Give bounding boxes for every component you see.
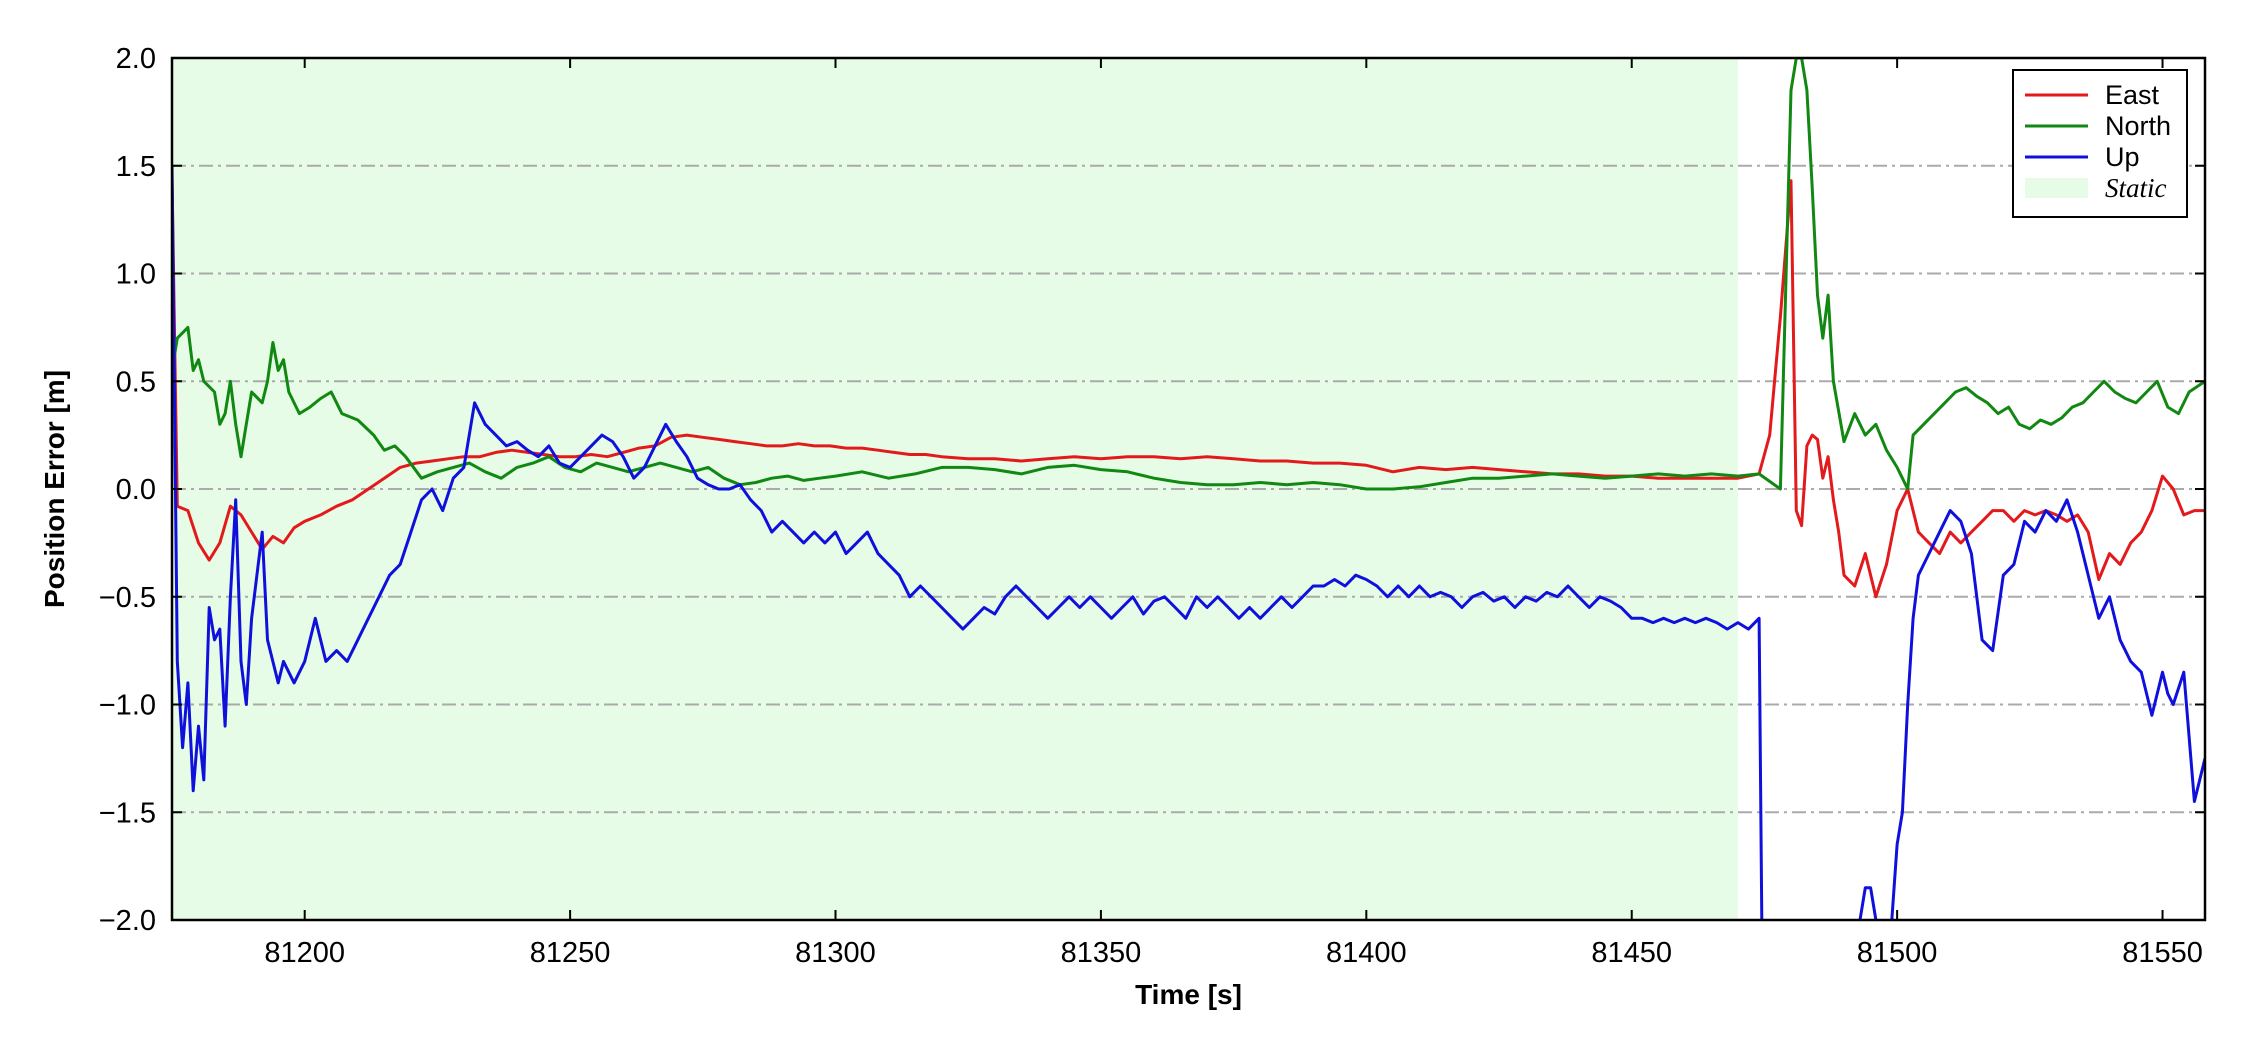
- x-tick-label: 81500: [1857, 937, 1938, 969]
- x-tick-label: 81350: [1061, 937, 1142, 969]
- series-line-east: [172, 176, 2205, 599]
- legend-label-north: North: [2105, 111, 2171, 141]
- y-tick-label: −2.0: [99, 905, 156, 937]
- x-axis-label: Time [s]: [1135, 979, 1242, 1010]
- x-tick-label: 81400: [1326, 937, 1407, 969]
- y-tick-label: 0.0: [116, 474, 156, 506]
- x-tick-label: 81300: [795, 937, 876, 969]
- y-tick-label: −0.5: [99, 582, 156, 614]
- legend-label-up: Up: [2105, 142, 2140, 172]
- x-tick-label: 81550: [2122, 937, 2203, 969]
- y-axis-label: Position Error [m]: [39, 370, 70, 608]
- y-tick-label: 1.5: [116, 151, 156, 183]
- series-line-up-segment-2: [1858, 886, 1878, 920]
- x-tick-label: 81450: [1591, 937, 1672, 969]
- axis-ticks: 81200 81250 81300 81350 81400 81450 81500 81550…: [99, 43, 2205, 969]
- legend-label-static: Static: [2105, 173, 2167, 203]
- gridlines: [172, 164, 2205, 814]
- series-lines: [172, 58, 2205, 920]
- legend: East North Up Static: [2012, 69, 2188, 218]
- legend-swatch-static: [2025, 178, 2088, 198]
- y-tick-label: −1.5: [99, 797, 156, 829]
- series-line-north: [172, 58, 2205, 491]
- y-tick-label: 0.5: [116, 366, 156, 398]
- x-tick-label: 81200: [264, 937, 345, 969]
- y-tick-label: −1.0: [99, 690, 156, 722]
- legend-label-east: East: [2105, 80, 2160, 110]
- series-line-up: [172, 165, 1764, 920]
- series-line-up-segment-3: [1890, 498, 2205, 920]
- y-tick-label: 1.0: [116, 259, 156, 291]
- y-tick-label: 2.0: [116, 43, 156, 75]
- x-tick-label: 81250: [530, 937, 611, 969]
